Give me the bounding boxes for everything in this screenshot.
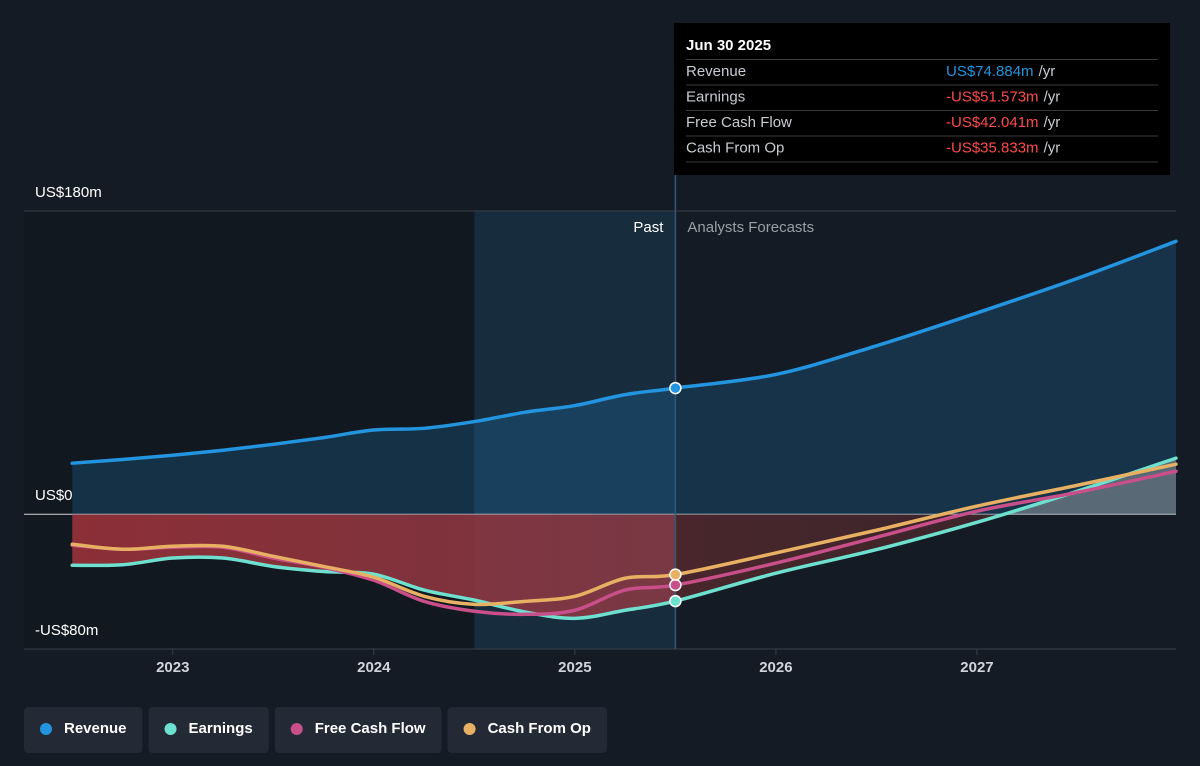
tooltip-unit: /yr xyxy=(1044,139,1061,156)
earnings-area-negative xyxy=(72,514,1176,619)
x-tick-label: 2027 xyxy=(960,659,993,676)
legend-dot xyxy=(290,723,303,735)
legend-button[interactable] xyxy=(148,707,269,753)
legend-item[interactable]: Earnings xyxy=(148,707,269,753)
tooltip-value: US$74.884m/yr xyxy=(946,63,1055,80)
tooltip-date: Jun 30 2025 xyxy=(686,37,771,54)
tooltip-unit: /yr xyxy=(1044,88,1061,105)
plot-area: US$180m US$0 -US$80m 2023 2024 2025 2026 2027 Pa… xyxy=(24,175,1178,676)
legend-item[interactable]: Revenue xyxy=(24,707,143,753)
legend: Revenue Earnings Free Cash Flow Cash From O… xyxy=(24,707,607,753)
legend-label: Revenue xyxy=(64,720,127,737)
earnings-area-positive xyxy=(1004,458,1176,515)
tooltip-value: -US$42.041m/yr xyxy=(946,114,1060,131)
tooltip-amount: -US$42.041m xyxy=(946,114,1039,131)
series-line xyxy=(70,462,1178,607)
tooltip: Jun 30 2025 Revenue US$74.884m/yr Earnings… xyxy=(674,23,1170,175)
legend-button[interactable] xyxy=(274,707,442,753)
tooltip-amount: US$74.884m xyxy=(946,63,1034,80)
series-line xyxy=(70,239,1178,465)
y-tick-label: US$0 xyxy=(35,487,73,504)
tooltip-label: Cash From Op xyxy=(686,139,784,156)
y-tick-label: US$180m xyxy=(35,184,102,201)
revenue-area xyxy=(72,241,1176,515)
point-marker xyxy=(669,578,682,592)
legend-item[interactable]: Cash From Op xyxy=(447,707,607,753)
legend-dot xyxy=(164,723,177,735)
tooltip-box xyxy=(674,23,1170,175)
tooltip-amount: -US$51.573m xyxy=(946,88,1039,105)
tooltip-value: -US$51.573m/yr xyxy=(946,88,1060,105)
legend-label: Earnings xyxy=(189,720,253,737)
point-marker xyxy=(669,594,682,608)
tooltip-label: Free Cash Flow xyxy=(686,114,792,131)
legend-button[interactable] xyxy=(24,707,143,753)
legend-label: Cash From Op xyxy=(488,720,591,737)
tooltip-amount: -US$35.833m xyxy=(946,139,1039,156)
x-tick-label: 2025 xyxy=(558,659,591,676)
tooltip-unit: /yr xyxy=(1039,63,1056,80)
legend-button[interactable] xyxy=(447,707,607,753)
tooltip-unit: /yr xyxy=(1044,114,1061,131)
x-tick-label: 2024 xyxy=(357,659,391,676)
point-marker xyxy=(669,381,682,395)
x-tick-label: 2023 xyxy=(156,659,189,676)
legend-item[interactable]: Free Cash Flow xyxy=(274,707,442,753)
tooltip-label: Earnings xyxy=(686,88,745,105)
legend-dot xyxy=(40,723,52,735)
past-label: Past xyxy=(633,219,664,236)
y-tick-label: -US$80m xyxy=(35,622,98,639)
tooltip-value: -US$35.833m/yr xyxy=(946,139,1060,156)
legend-dot xyxy=(463,723,476,735)
tooltip-label: Revenue xyxy=(686,63,746,80)
forecast-label: Analysts Forecasts xyxy=(687,219,814,236)
legend-label: Free Cash Flow xyxy=(315,720,426,737)
x-tick-label: 2026 xyxy=(759,659,792,676)
point-marker xyxy=(669,568,682,581)
